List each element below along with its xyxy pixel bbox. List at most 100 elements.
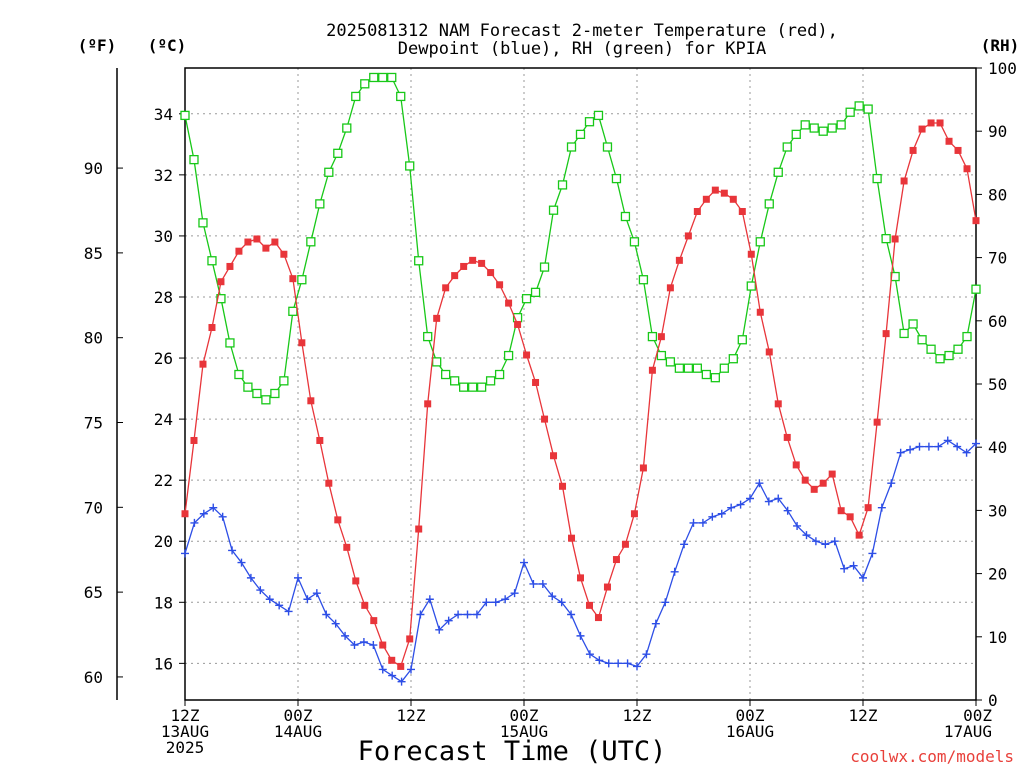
data-point [802, 531, 811, 540]
data-point [891, 235, 899, 243]
data-point [189, 154, 199, 165]
data-point [378, 665, 387, 674]
rh-tick-label: 40 [988, 438, 1007, 457]
data-point [656, 350, 667, 361]
data-point [577, 574, 584, 582]
data-point [243, 382, 253, 392]
data-point [611, 173, 622, 184]
data-point [585, 601, 593, 609]
data-point [548, 592, 557, 601]
data-point [568, 534, 576, 542]
data-point [199, 360, 207, 368]
data-point [487, 269, 495, 277]
data-point [237, 558, 246, 567]
data-point [746, 494, 754, 503]
data-point [469, 256, 477, 264]
data-point [774, 494, 783, 503]
data-point [864, 504, 872, 512]
data-point [887, 479, 896, 488]
data-point [836, 120, 846, 130]
data-point [444, 616, 453, 625]
data-point [514, 320, 522, 328]
data-point [630, 510, 638, 518]
data-point [909, 146, 917, 154]
data-point [472, 610, 481, 619]
data-point [253, 235, 261, 243]
data-point [647, 331, 658, 342]
data-point [256, 586, 265, 595]
data-point [397, 662, 405, 670]
data-point [917, 335, 927, 345]
data-point [369, 72, 379, 83]
data-point [881, 233, 891, 244]
data-point [360, 79, 370, 89]
data-point [953, 344, 963, 354]
data-point [818, 126, 828, 136]
data-point [460, 262, 468, 270]
rh-tick-label: 10 [988, 628, 1007, 647]
celsius-tick-label: 34 [154, 105, 173, 124]
data-point [614, 659, 623, 668]
data-point [442, 284, 450, 292]
data-point [593, 110, 604, 121]
data-point [800, 120, 810, 130]
data-point [675, 256, 683, 264]
data-point [972, 217, 980, 225]
data-point [485, 376, 496, 386]
data-point [454, 610, 463, 619]
data-point [541, 415, 549, 423]
time-tick-label: 00Z [736, 706, 765, 725]
celsius-tick-label: 22 [154, 471, 173, 490]
data-point [550, 452, 558, 460]
data-point [657, 333, 665, 341]
data-point [407, 665, 415, 674]
data-point [849, 561, 858, 570]
time-tick-label: 12Z [849, 706, 878, 725]
data-point [642, 650, 651, 659]
data-point [432, 357, 442, 367]
unit-celsius: (ºC) [148, 36, 187, 55]
data-point [661, 598, 670, 607]
data-point [351, 91, 361, 102]
data-point [216, 294, 226, 304]
data-point [962, 331, 972, 342]
data-point [181, 549, 189, 558]
data-point [557, 180, 568, 190]
data-point [666, 284, 674, 292]
data-point [415, 525, 423, 533]
data-point [303, 595, 312, 604]
data-point [567, 610, 576, 619]
data-point [379, 641, 387, 649]
data-point [548, 205, 559, 215]
data-point [629, 237, 640, 247]
data-point [720, 189, 728, 197]
data-point [603, 583, 611, 591]
data-point [416, 610, 425, 619]
data-point [924, 442, 933, 451]
time-tick-label: 13AUG [161, 722, 209, 741]
data-point [729, 195, 737, 203]
celsius-tick-label: 18 [154, 593, 173, 612]
data-point [265, 595, 274, 604]
data-point [478, 259, 486, 267]
time-tick-label: 2025 [166, 738, 205, 757]
series-line [184, 122, 977, 668]
data-point [915, 442, 924, 451]
fahrenheit-axis: 60 65 70 75 80 85 90 [84, 159, 123, 687]
data-point [689, 518, 698, 527]
celsius-axis: 16 18 20 22 24 26 28 30 32 34 [154, 105, 185, 673]
data-point [316, 436, 324, 444]
data-point [217, 278, 225, 286]
temperature-series [181, 119, 980, 670]
data-point [279, 376, 289, 386]
celsius-tick-label: 32 [154, 166, 173, 185]
data-point [783, 433, 791, 441]
data-point [873, 418, 881, 426]
unit-fahrenheit: (ºF) [78, 36, 117, 55]
data-point [670, 567, 679, 576]
data-point [680, 540, 689, 549]
credit-text: coolwx.com/models [850, 747, 1014, 766]
gridlines [185, 68, 976, 700]
data-point [575, 129, 586, 140]
